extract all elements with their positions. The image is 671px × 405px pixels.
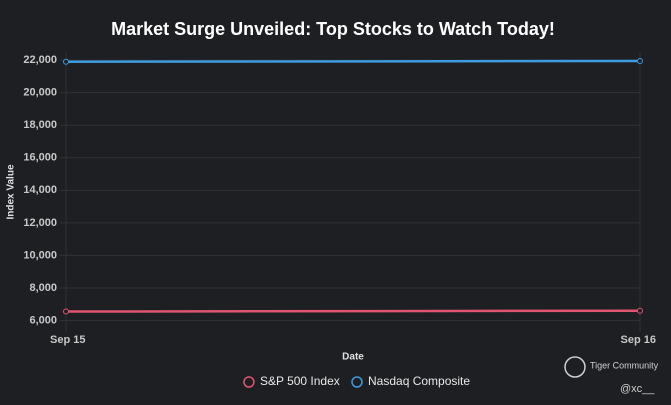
y-axis-title: Index Value	[6, 164, 17, 219]
data-point	[637, 307, 643, 314]
watermark-logo	[564, 356, 586, 378]
y-tick-label: 22,000	[23, 54, 57, 66]
series-line	[65, 59, 641, 64]
legend-label: S&P 500 Index	[260, 374, 340, 388]
x-tick-label: Sep 15	[50, 334, 85, 346]
x-tick-label: Sep 16	[621, 334, 656, 346]
watermark-brand: Tiger Community	[590, 360, 659, 370]
y-tick-label: 10,000	[23, 249, 57, 261]
y-tick-label: 6,000	[29, 314, 57, 326]
y-tick-label: 8,000	[29, 282, 57, 294]
legend-label: Nasdaq Composite	[368, 374, 470, 388]
chart-title: Market Surge Unveiled: Top Stocks to Wat…	[111, 19, 555, 39]
legend-marker	[351, 376, 363, 388]
data-point	[637, 57, 643, 64]
series-line	[65, 309, 641, 313]
y-tick-label: 16,000	[23, 152, 57, 164]
data-point	[63, 308, 69, 315]
y-tick-label: 12,000	[23, 217, 57, 229]
x-axis-title: Date	[342, 352, 364, 363]
y-tick-label: 14,000	[23, 184, 57, 196]
data-point	[63, 58, 69, 65]
legend-marker	[243, 376, 255, 388]
watermark-handle: @xc__	[620, 383, 655, 395]
y-tick-label: 20,000	[23, 87, 57, 99]
y-tick-label: 18,000	[23, 119, 57, 131]
